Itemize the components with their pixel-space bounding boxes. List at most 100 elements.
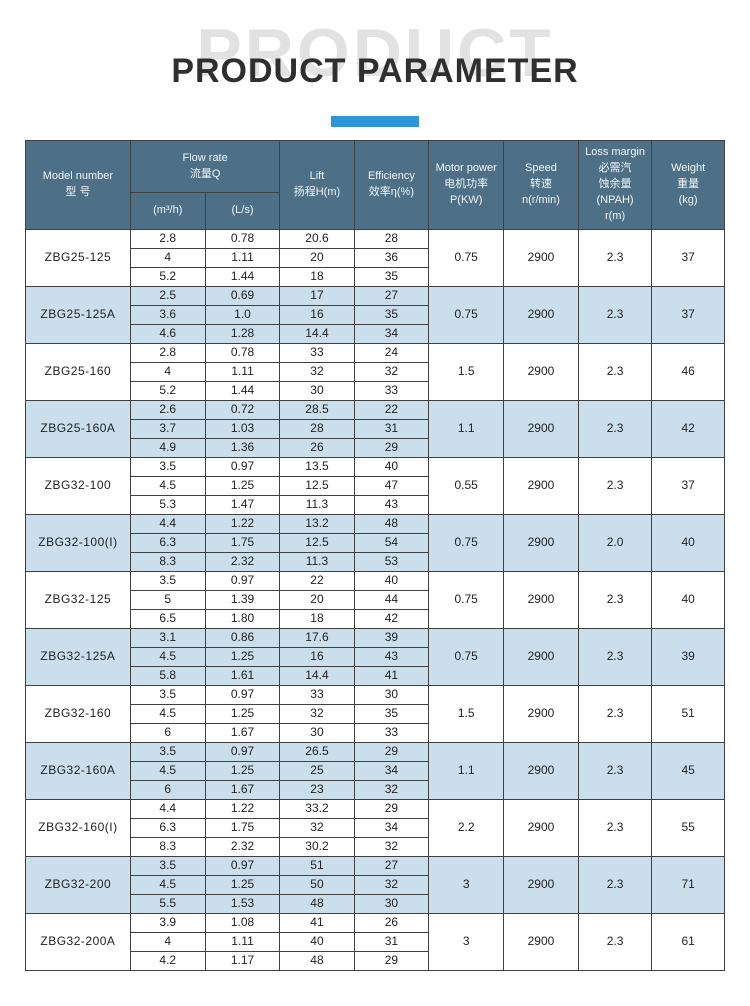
lift-cell: 48: [279, 893, 355, 914]
table-row: 4.5 1.25 32 35: [26, 703, 725, 724]
table-row: ZBG32-200 3.5 0.97 51 27 3 2900 2.3 71: [25, 855, 725, 914]
weight-cell: 51: [651, 684, 725, 743]
lift-cell: 51: [279, 855, 355, 876]
flow-ls-cell: 1.67: [204, 779, 281, 800]
lift-cell: 30: [279, 722, 355, 743]
lift-cell: 33: [279, 684, 355, 705]
lift-cell: 33.2: [279, 798, 355, 819]
flow-ls-cell: 0.72: [204, 399, 281, 420]
lift-cell: 11.3: [279, 494, 355, 515]
flow-m3h-cell: 3.5: [129, 684, 206, 705]
lift-cell: 11.3: [279, 551, 355, 572]
flow-m3h-cell: 3.5: [129, 570, 206, 591]
speed-cell: 2900: [503, 798, 579, 857]
flow-m3h-cell: 4: [129, 361, 206, 382]
flow-m3h-cell: 4.9: [129, 437, 206, 458]
flow-m3h-cell: 3.5: [129, 456, 206, 477]
efficiency-cell: 32: [353, 361, 430, 382]
table-row: 4 1.11 20 36: [26, 247, 725, 268]
flow-m3h-cell: 5.8: [129, 665, 206, 686]
flow-ls-cell: 2.32: [204, 551, 281, 572]
efficiency-cell: 32: [353, 779, 430, 800]
efficiency-cell: 29: [353, 950, 430, 971]
table-row: ZBG32-100(I) 4.4 1.22 13.2 48 0.75 2900 2.0 40: [25, 513, 725, 572]
lift-cell: 12.5: [279, 475, 355, 496]
table-row: 4.2 1.17 48 29: [26, 950, 725, 971]
speed-cell: 2900: [503, 342, 579, 401]
flow-ls-cell: 1.17: [204, 950, 281, 971]
lift-cell: 26.5: [279, 741, 355, 762]
table-row: ZBG25-160A 2.6 0.72 28.5 22 1.1 2900 2.3 42: [25, 399, 725, 458]
lift-cell: 41: [279, 912, 355, 933]
table-row: 4.5 1.25 16 43: [26, 646, 725, 667]
efficiency-cell: 31: [353, 931, 430, 952]
table-row: 6 1.67 23 32: [26, 779, 725, 800]
flow-m3h-cell: 4: [129, 247, 206, 268]
flow-ls-cell: 0.97: [204, 570, 281, 591]
flow-ls-cell: 2.32: [204, 836, 281, 857]
flow-m3h-cell: 6.3: [129, 817, 206, 838]
motor-power-cell: 1.1: [428, 741, 505, 800]
speed-cell: 2900: [503, 627, 579, 686]
weight-cell: 61: [651, 912, 725, 971]
efficiency-cell: 47: [353, 475, 430, 496]
table-row: ZBG32-125A 3.1 0.86 17.6 39 0.75 2900 2.3 39: [25, 627, 725, 686]
flow-m3h-cell: 6: [129, 779, 206, 800]
weight-cell: 37: [651, 228, 725, 287]
loss-margin-cell: 2.3: [577, 228, 653, 287]
table-row: 5.8 1.61 14.4 41: [26, 665, 725, 686]
loss-margin-cell: 2.3: [577, 741, 653, 800]
flow-m3h-cell: 5.5: [129, 893, 206, 914]
lift-cell: 20: [279, 247, 355, 268]
flow-ls-cell: 1.22: [204, 513, 281, 534]
watermark-text: PRODUCT: [196, 15, 554, 91]
efficiency-cell: 33: [353, 380, 430, 401]
flow-m3h-cell: 3.6: [129, 304, 206, 325]
table-row: 5.3 1.47 11.3 43: [26, 494, 725, 515]
parameter-table: Model number 型 号 Flow rate 流量Q Lift 扬程H(…: [25, 139, 725, 971]
table-row: ZBG32-125 3.5 0.97 22 40 0.75 2900 2.3 40: [25, 570, 725, 629]
model-cell: ZBG25-160A: [25, 399, 131, 458]
flow-m3h-cell: 5.3: [129, 494, 206, 515]
lift-cell: 28: [279, 418, 355, 439]
flow-m3h-cell: 4.2: [129, 950, 206, 971]
header-efficiency: Efficiency 效率η(%): [353, 140, 430, 230]
flow-m3h-cell: 2.5: [129, 285, 206, 306]
efficiency-cell: 26: [353, 912, 430, 933]
table-row: 6.3 1.75 32 34: [26, 817, 725, 838]
lift-cell: 18: [279, 266, 355, 287]
speed-cell: 2900: [503, 684, 579, 743]
efficiency-cell: 34: [353, 817, 430, 838]
motor-power-cell: 2.2: [428, 798, 505, 857]
lift-cell: 32: [279, 703, 355, 724]
table-row: ZBG25-160 2.8 0.78 33 24 1.5 2900 2.3 46: [25, 342, 725, 401]
flow-ls-cell: 1.03: [204, 418, 281, 439]
efficiency-cell: 27: [353, 855, 430, 876]
header-flow-rate: Flow rate 流量Q: [129, 139, 281, 194]
weight-cell: 46: [651, 342, 725, 401]
flow-ls-cell: 1.22: [204, 798, 281, 819]
loss-margin-cell: 2.3: [577, 855, 653, 914]
flow-ls-cell: 1.25: [204, 760, 281, 781]
flow-ls-cell: 1.28: [204, 323, 281, 344]
efficiency-cell: 36: [353, 247, 430, 268]
loss-margin-cell: 2.3: [577, 684, 653, 743]
flow-m3h-cell: 2.6: [129, 399, 206, 420]
model-cell: ZBG32-200: [25, 855, 131, 914]
speed-cell: 2900: [503, 456, 579, 515]
flow-ls-cell: 0.78: [204, 228, 281, 249]
flow-m3h-cell: 6: [129, 722, 206, 743]
header-motor-power: Motor power 电机功率 P(KW): [428, 140, 505, 230]
title-block: PRODUCT PRODUCT PARAMETER: [0, 0, 750, 140]
lift-cell: 48: [279, 950, 355, 971]
efficiency-cell: 31: [353, 418, 430, 439]
table-header: Model number 型 号 Flow rate 流量Q Lift 扬程H(…: [25, 139, 725, 230]
table-row: 8.3 2.32 30.2 32: [26, 836, 725, 857]
model-cell: ZBG25-125A: [25, 285, 131, 344]
speed-cell: 2900: [503, 399, 579, 458]
weight-cell: 40: [651, 570, 725, 629]
motor-power-cell: 0.75: [428, 570, 505, 629]
flow-m3h-cell: 5.2: [129, 266, 206, 287]
efficiency-cell: 29: [353, 798, 430, 819]
flow-ls-cell: 1.25: [204, 874, 281, 895]
